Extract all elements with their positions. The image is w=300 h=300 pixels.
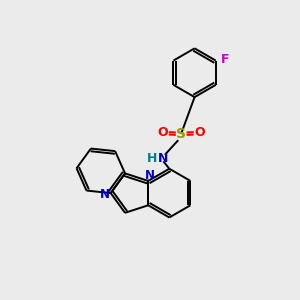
Text: N: N xyxy=(145,169,155,182)
Text: F: F xyxy=(221,52,230,66)
Text: S: S xyxy=(176,127,186,141)
Text: O: O xyxy=(194,126,205,139)
Text: H: H xyxy=(147,152,157,165)
Text: N: N xyxy=(100,188,110,201)
Text: N: N xyxy=(158,152,168,165)
Text: O: O xyxy=(158,126,168,139)
